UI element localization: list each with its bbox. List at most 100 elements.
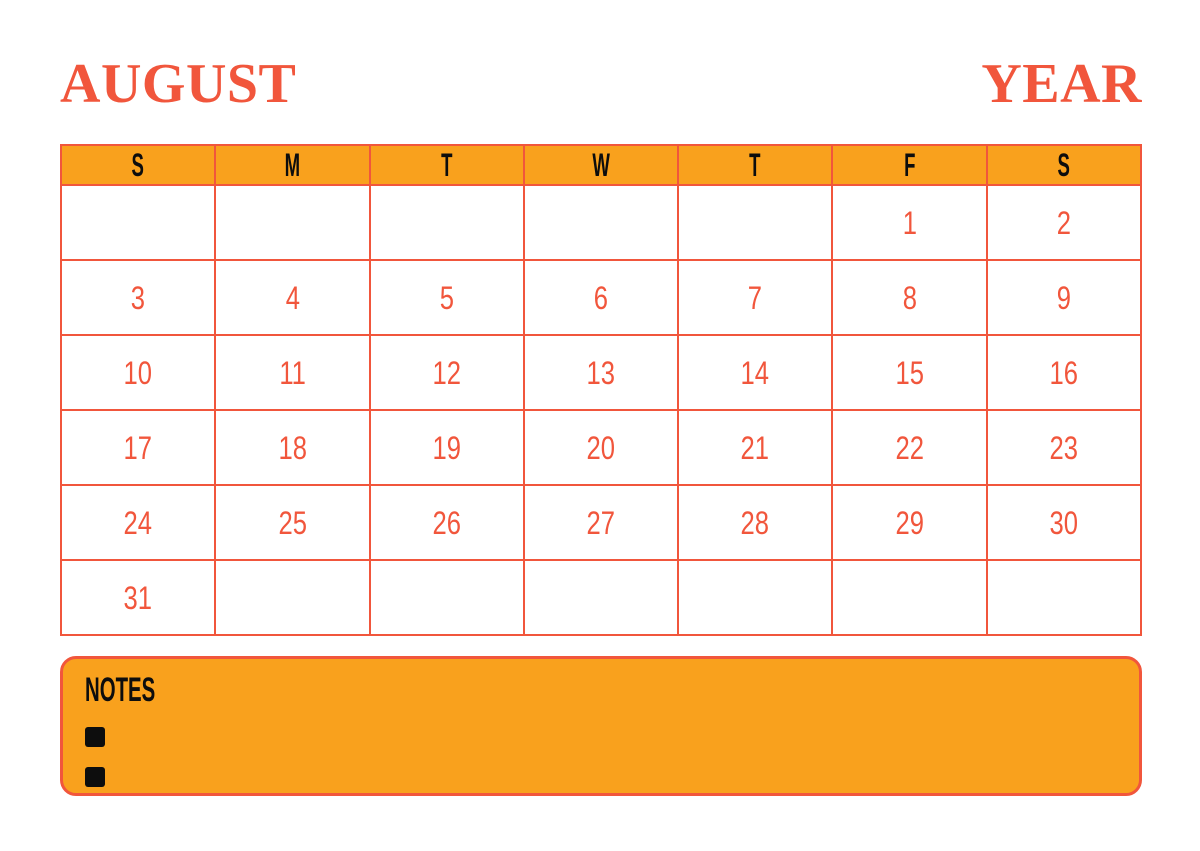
day-cell: 19: [368, 409, 525, 486]
day-cell: 10: [59, 334, 217, 411]
day-number: 26: [432, 504, 461, 541]
day-number: 20: [586, 429, 616, 466]
day-header-tuesday: T: [368, 144, 525, 186]
day-cell: [985, 559, 1143, 636]
day-number: 3: [131, 279, 146, 316]
day-cell: 21: [677, 409, 834, 486]
day-cell: 28: [677, 484, 834, 561]
day-number: 19: [432, 429, 461, 466]
day-cell: 27: [522, 484, 680, 561]
day-cell: 4: [214, 259, 371, 336]
day-number: 29: [895, 504, 924, 541]
day-number: 6: [593, 279, 609, 316]
day-cell: [522, 184, 680, 261]
week-row: 3 4 5 6 7 8 9: [59, 259, 1143, 336]
day-header-label: F: [903, 147, 916, 183]
day-number: 10: [123, 354, 153, 391]
day-number: 18: [278, 429, 307, 466]
day-cell: 9: [985, 259, 1143, 336]
day-cell: [368, 184, 525, 261]
day-cell: [214, 559, 371, 636]
day-cell: [677, 559, 834, 636]
day-cell: 8: [831, 259, 988, 336]
day-number: 31: [123, 579, 153, 616]
day-number: 5: [439, 279, 454, 316]
day-cell: 14: [677, 334, 834, 411]
day-header-label: W: [592, 147, 610, 183]
day-cell: [831, 559, 988, 636]
day-number: 24: [123, 504, 153, 541]
day-cell: 12: [368, 334, 525, 411]
day-cell: 30: [985, 484, 1143, 561]
day-number: 14: [741, 354, 770, 391]
calendar-grid: S M T W T F S 1 2 3 4 5: [59, 144, 1143, 636]
day-cell: 31: [59, 559, 217, 636]
week-row: 24 25 26 27 28 29 30: [59, 484, 1143, 561]
day-number: 11: [279, 354, 306, 391]
day-header-label: T: [441, 147, 453, 183]
day-cell: [214, 184, 371, 261]
day-cell: 1: [831, 184, 988, 261]
note-line: [85, 727, 1117, 747]
day-cell: 20: [522, 409, 680, 486]
day-cell: 17: [59, 409, 217, 486]
day-header-monday: M: [214, 144, 371, 186]
day-cell: 3: [59, 259, 217, 336]
year-title: YEAR: [981, 53, 1142, 115]
note-bullet-icon: [85, 767, 105, 787]
day-number: 15: [895, 354, 924, 391]
day-header-label: M: [284, 147, 301, 183]
day-header-label: S: [1057, 147, 1071, 183]
day-number: 7: [748, 279, 763, 316]
day-cell: 2: [985, 184, 1143, 261]
day-number: 21: [741, 429, 770, 466]
day-cell: 23: [985, 409, 1143, 486]
day-cell: 18: [214, 409, 371, 486]
day-header-wednesday: W: [522, 144, 680, 186]
day-number: 25: [278, 504, 307, 541]
day-number: 28: [741, 504, 770, 541]
week-row: 31: [59, 559, 1143, 636]
day-number: 4: [285, 279, 300, 316]
note-bullet-icon: [85, 727, 105, 747]
day-cell: 25: [214, 484, 371, 561]
day-header-row: S M T W T F S: [59, 144, 1143, 186]
day-number: 16: [1049, 354, 1079, 391]
day-header-friday: F: [831, 144, 988, 186]
day-number: 8: [902, 279, 917, 316]
day-cell: [677, 184, 834, 261]
note-line: [85, 767, 1117, 787]
day-cell: 16: [985, 334, 1143, 411]
day-cell: [522, 559, 680, 636]
day-number: 23: [1049, 429, 1079, 466]
day-cell: 13: [522, 334, 680, 411]
day-header-sunday: S: [59, 144, 217, 186]
day-number: 30: [1049, 504, 1079, 541]
day-cell: 15: [831, 334, 988, 411]
day-cell: [368, 559, 525, 636]
day-header-saturday: S: [985, 144, 1143, 186]
day-cell: [59, 184, 217, 261]
day-cell: 11: [214, 334, 371, 411]
day-cell: 26: [368, 484, 525, 561]
day-number: 2: [1056, 204, 1071, 241]
day-header-label: T: [749, 147, 761, 183]
day-cell: 6: [522, 259, 680, 336]
day-number: 9: [1056, 279, 1071, 316]
notes-label: NOTES: [85, 671, 156, 709]
week-row: 1 2: [59, 184, 1143, 261]
day-cell: 22: [831, 409, 988, 486]
day-cell: 29: [831, 484, 988, 561]
week-row: 17 18 19 20 21 22 23: [59, 409, 1143, 486]
notes-panel: NOTES: [60, 656, 1142, 796]
day-number: 22: [895, 429, 924, 466]
day-number: 17: [123, 429, 153, 466]
week-row: 10 11 12 13 14 15 16: [59, 334, 1143, 411]
day-cell: 5: [368, 259, 525, 336]
day-number: 1: [902, 204, 917, 241]
day-number: 27: [586, 504, 616, 541]
day-cell: 7: [677, 259, 834, 336]
day-number: 13: [586, 354, 616, 391]
day-number: 12: [432, 354, 461, 391]
